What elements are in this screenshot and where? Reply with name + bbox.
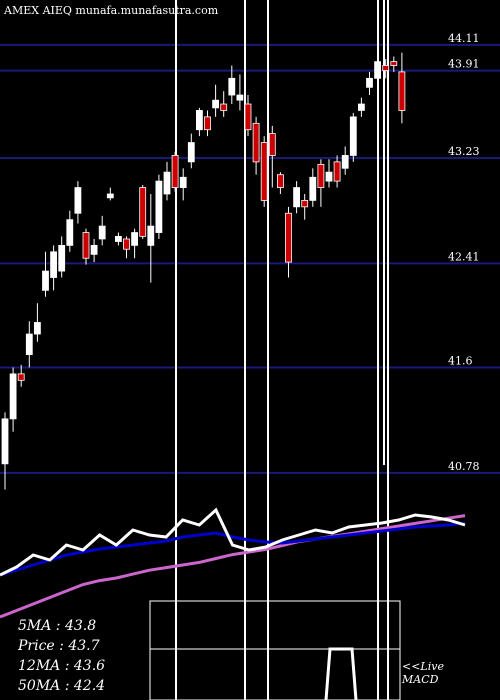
candle-up (341, 155, 349, 169)
candle-up (374, 61, 382, 79)
candle-up (74, 187, 82, 214)
candle-up (90, 244, 98, 255)
price-tick-label: 40.78 (448, 460, 480, 473)
macd-histogram (324, 647, 358, 700)
macd-panel (149, 600, 401, 700)
candle-down (82, 232, 90, 259)
ma12-line (0, 521, 466, 577)
candle-down (139, 187, 147, 237)
ma5-line (0, 507, 466, 577)
candle-down (317, 164, 325, 188)
candle-down (382, 65, 390, 72)
candle-down (276, 174, 284, 188)
candle-down (204, 116, 211, 131)
candle-up (357, 103, 365, 111)
candle-up (98, 225, 106, 240)
candle-up (9, 373, 17, 420)
candle-down (252, 122, 260, 163)
legend-5ma: 5MA : 43.8 (18, 618, 97, 634)
candle-up (25, 333, 33, 356)
candle-down (123, 238, 130, 250)
candle-down (17, 373, 25, 381)
candle-down (390, 61, 398, 66)
volume-glow-lines (175, 0, 389, 700)
candle-down (398, 71, 406, 111)
candle-up (147, 225, 155, 246)
candle-up (34, 322, 41, 335)
candle-up (366, 77, 373, 88)
macd-box (149, 600, 401, 700)
candle-up (58, 244, 66, 272)
candle-down (268, 133, 276, 156)
price-tick-label: 42.41 (448, 250, 480, 263)
candle-up (325, 171, 333, 182)
candle-up (155, 180, 163, 233)
candle-down (333, 161, 341, 182)
legend-50ma: 50MA : 42.4 (18, 678, 106, 694)
candle-up (179, 176, 187, 188)
candlestick-series (1, 52, 406, 490)
price-tick-label: 43.91 (448, 58, 480, 71)
candle-up (349, 116, 357, 156)
candle-up (309, 176, 317, 201)
candle-up (131, 232, 139, 246)
ma-indicator-panel (0, 507, 466, 619)
candle-down (220, 103, 228, 111)
candle-down (171, 155, 179, 188)
live-label: <<Live (402, 660, 444, 673)
candle-up (195, 110, 203, 131)
candle-up (212, 99, 220, 109)
candle-up (1, 418, 9, 465)
price-grid (0, 43, 500, 474)
candle-down (285, 212, 292, 263)
ma-legend: 5MA : 43.8 Price : 43.7 12MA : 43.6 50MA… (18, 616, 105, 696)
price-tick-label: 41.6 (448, 354, 473, 367)
candle-down (260, 142, 268, 201)
candle-up (66, 219, 74, 246)
candle-up (228, 77, 236, 96)
price-tick-label: 44.11 (448, 32, 480, 45)
candle-up (187, 142, 195, 163)
candle-up (236, 94, 244, 101)
ma50-line (0, 514, 466, 619)
price-axis-labels: 44.11 43.91 43.23 42.41 41.6 40.78 (448, 32, 480, 473)
candle-up (115, 235, 122, 242)
candle-up (163, 171, 171, 195)
candle-up (50, 251, 57, 278)
price-tick-label: 43.23 (448, 145, 480, 158)
candle-up (42, 270, 49, 291)
legend-price: Price : 43.7 (18, 638, 100, 654)
candle-up (106, 193, 114, 199)
candle-up (293, 187, 301, 208)
macd-label: MACD (402, 673, 439, 686)
candle-down (301, 200, 309, 208)
chart-title: AMEX AIEQ munafa.munafasutra.com (3, 4, 219, 17)
legend-12ma: 12MA : 43.6 (18, 658, 106, 674)
live-macd-label: <<Live MACD (402, 660, 444, 686)
candle-down (244, 103, 252, 131)
